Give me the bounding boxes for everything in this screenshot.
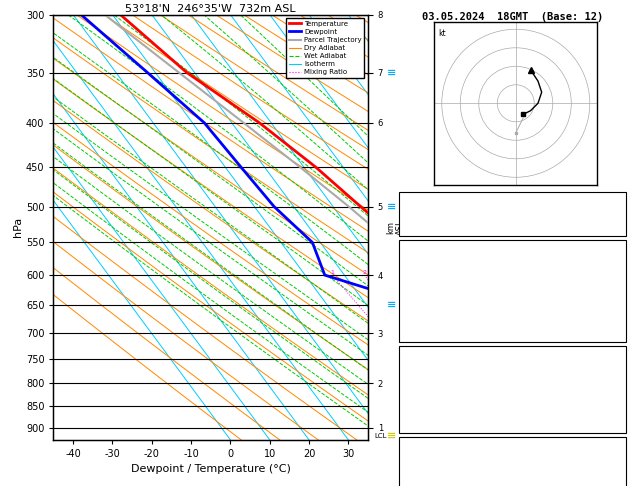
Text: CAPE (J): CAPE (J) xyxy=(403,314,446,324)
Text: Temp (°C): Temp (°C) xyxy=(403,256,452,265)
Title: 53°18'N  246°35'W  732m ASL: 53°18'N 246°35'W 732m ASL xyxy=(125,4,296,14)
Text: CAPE (J): CAPE (J) xyxy=(403,406,446,415)
Text: StmDir: StmDir xyxy=(403,483,435,486)
Text: -13: -13 xyxy=(607,453,623,463)
Text: SREH: SREH xyxy=(403,468,425,477)
Text: 0: 0 xyxy=(618,314,623,324)
X-axis label: Dewpoint / Temperature (°C): Dewpoint / Temperature (°C) xyxy=(131,465,291,474)
Text: 1: 1 xyxy=(330,270,335,275)
Text: © weatheronline.co.uk: © weatheronline.co.uk xyxy=(460,467,565,476)
Text: CIN (J): CIN (J) xyxy=(403,329,441,338)
Y-axis label: hPa: hPa xyxy=(13,217,23,237)
Text: Lifted Index: Lifted Index xyxy=(403,391,468,400)
Text: CIN (J): CIN (J) xyxy=(403,420,441,430)
Text: 40: 40 xyxy=(613,208,623,218)
Legend: Temperature, Dewpoint, Parcel Trajectory, Dry Adiabat, Wet Adiabat, Isotherm, Mi: Temperature, Dewpoint, Parcel Trajectory… xyxy=(286,18,364,78)
Text: ≡: ≡ xyxy=(387,300,396,310)
Text: Totals Totals: Totals Totals xyxy=(403,208,473,218)
Text: LCL: LCL xyxy=(374,433,387,439)
Text: θᴄ (K): θᴄ (K) xyxy=(403,377,435,386)
Text: 19: 19 xyxy=(613,391,623,400)
Text: 0: 0 xyxy=(618,406,623,415)
Text: 0: 0 xyxy=(618,329,623,338)
Text: 13: 13 xyxy=(613,300,623,309)
Text: ≡: ≡ xyxy=(387,431,396,441)
Text: 26: 26 xyxy=(613,468,623,477)
Y-axis label: km
ASL: km ASL xyxy=(386,219,405,235)
Text: θᴄ(K): θᴄ(K) xyxy=(403,285,430,295)
Text: Pressure (mb): Pressure (mb) xyxy=(403,362,473,371)
Text: PW (cm): PW (cm) xyxy=(403,223,441,232)
Text: Lifted Index: Lifted Index xyxy=(403,300,468,309)
Text: 3: 3 xyxy=(618,194,623,203)
Text: kt: kt xyxy=(438,29,446,38)
Text: 52°: 52° xyxy=(607,483,623,486)
Text: -1.4: -1.4 xyxy=(602,271,623,280)
Text: 0.58: 0.58 xyxy=(602,223,623,232)
Text: EH: EH xyxy=(403,453,414,463)
Text: 297: 297 xyxy=(607,377,623,386)
Text: K: K xyxy=(403,194,409,203)
Text: 03.05.2024  18GMT  (Base: 12): 03.05.2024 18GMT (Base: 12) xyxy=(422,12,603,22)
Text: -0.2: -0.2 xyxy=(602,256,623,265)
Text: ≡: ≡ xyxy=(387,68,396,78)
Text: 0: 0 xyxy=(618,420,623,430)
Text: ≡: ≡ xyxy=(387,202,396,211)
Text: Most Unstable: Most Unstable xyxy=(477,347,548,357)
Text: 288: 288 xyxy=(607,285,623,295)
Text: Dewp (°C): Dewp (°C) xyxy=(403,271,452,280)
Text: 650: 650 xyxy=(607,362,623,371)
Text: Hodograph: Hodograph xyxy=(489,439,537,448)
Text: Surface: Surface xyxy=(494,242,532,251)
Text: 2: 2 xyxy=(362,270,366,275)
